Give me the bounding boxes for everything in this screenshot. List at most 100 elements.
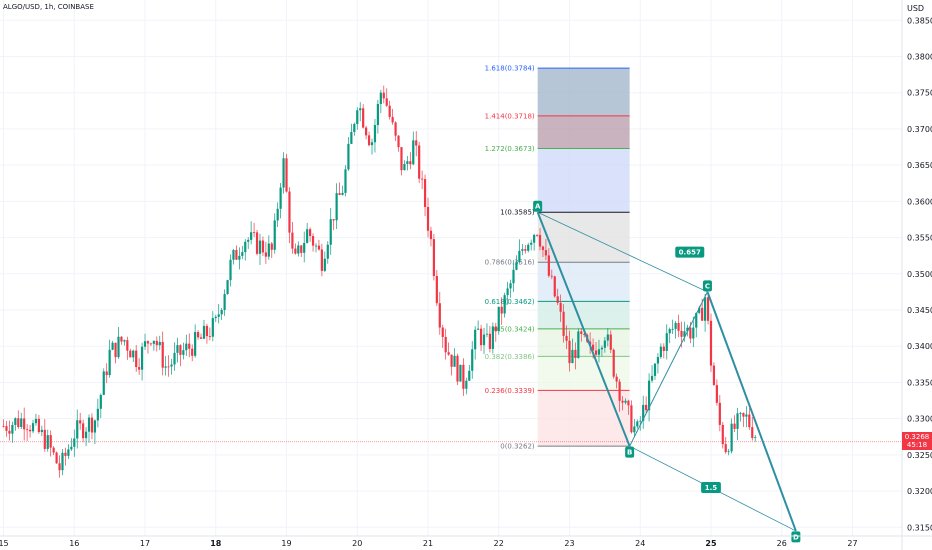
candle-body (120, 336, 123, 342)
candle-body (568, 340, 571, 364)
abcd-leg (536, 211, 631, 447)
candle-body (394, 122, 397, 136)
abcd-pattern[interactable]: 0.657 1.5 A B C D (533, 200, 801, 543)
time-tick-label: 18 (210, 539, 222, 548)
time-axis[interactable]: 15 16 17 18 19 20 21 22 23 24 25 26 27 (0, 535, 932, 548)
candle-body (338, 193, 341, 195)
candle-body (232, 250, 235, 260)
candle-body (55, 452, 58, 464)
candle-body (391, 116, 394, 123)
candle-body (194, 332, 197, 356)
candle-body (82, 423, 85, 439)
candle-body (31, 423, 35, 432)
candle-body (739, 413, 742, 414)
fib-zone (537, 301, 630, 329)
candle-body (311, 236, 315, 246)
candle-body (93, 420, 97, 433)
candle-body (479, 328, 483, 346)
candle-body (709, 320, 713, 366)
fib-level-label: 0.382(0.3386) (485, 353, 535, 361)
candle-body (11, 424, 14, 434)
candle-body (630, 405, 633, 433)
candle-body (671, 328, 674, 330)
candle-body (674, 322, 677, 329)
candle-body (459, 364, 462, 382)
abcd-ratio-badge (675, 246, 705, 258)
candle-body (512, 269, 515, 284)
fib-level-label: 0(0.3262) (500, 443, 535, 451)
candle-body (541, 246, 545, 251)
fib-zone (537, 262, 630, 302)
candle-body (447, 352, 450, 355)
candle-body (143, 341, 147, 347)
candle-body (506, 288, 509, 296)
candle-body (258, 240, 262, 254)
candle-body (238, 255, 241, 260)
candle-body (20, 418, 23, 428)
candle-body (108, 349, 111, 376)
candle-body (406, 161, 409, 164)
candle-body (683, 331, 686, 337)
candle-body (182, 350, 185, 355)
candle-body (718, 402, 721, 425)
candle-body (382, 92, 385, 99)
candle-body (135, 350, 138, 368)
abcd-point-marker (702, 280, 712, 292)
candle-body (547, 255, 550, 276)
candles (2, 85, 757, 478)
candle-body (99, 394, 102, 409)
candle-body (730, 423, 733, 452)
candle-body (639, 420, 642, 422)
candle-body (550, 275, 553, 277)
candle-body (129, 350, 132, 358)
candle-body (61, 452, 64, 471)
abcd-point-marker (625, 446, 635, 458)
candle-body (535, 234, 539, 236)
abcd-ratio-label: 0.657 (679, 249, 701, 257)
candle-body (96, 408, 99, 421)
candle-body (132, 350, 135, 358)
candle-body (721, 424, 724, 445)
candle-body (615, 376, 618, 382)
candle-body (373, 125, 377, 143)
candle-body (485, 333, 489, 335)
candle-body (533, 234, 536, 243)
candle-body (217, 314, 220, 317)
candle-body (618, 381, 621, 401)
candle-body (583, 333, 586, 335)
candle-body (226, 280, 229, 295)
abcd-ratio-line (537, 211, 708, 293)
candle-body (530, 242, 533, 245)
time-tick-label: 24 (635, 539, 645, 548)
candle-body (435, 276, 438, 304)
candle-body (28, 429, 32, 432)
candle-body (102, 371, 105, 395)
candle-body (544, 250, 548, 256)
candle-body (76, 420, 79, 439)
fib-level-label: 0.5(0.3424) (494, 325, 535, 333)
candle-body (488, 333, 492, 349)
abcd-point-marker (533, 200, 543, 212)
candle-body (155, 340, 158, 346)
fib-zone (537, 115, 630, 149)
candle-body (282, 158, 285, 188)
candle-body (621, 400, 624, 403)
candle-body (247, 239, 250, 242)
candle-body (149, 343, 153, 345)
candle-body (84, 431, 88, 439)
candle-body (465, 380, 468, 389)
candle-body (176, 345, 179, 353)
candle-body (308, 229, 312, 237)
candle-body (23, 418, 26, 430)
candle-body (173, 352, 176, 365)
fib-level-label: 1.272(0.3673) (485, 145, 535, 153)
